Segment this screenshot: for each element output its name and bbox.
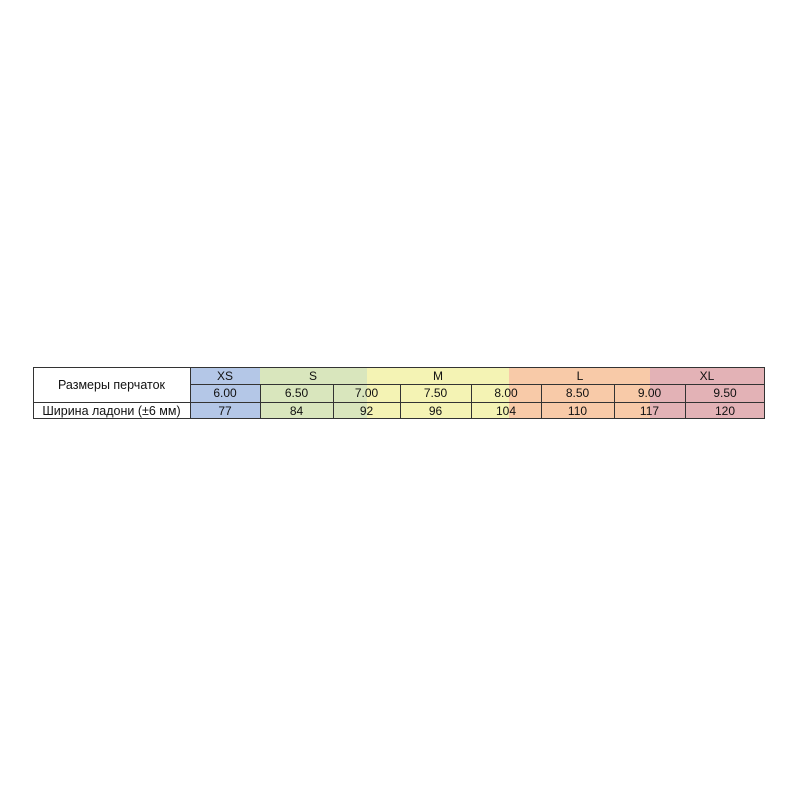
size-cell: 7.50 <box>423 385 448 400</box>
band-xl <box>650 367 765 419</box>
row-label-sizes: Размеры перчаток <box>57 377 165 392</box>
table-border <box>685 384 686 419</box>
size-cell: 8.50 <box>565 385 590 400</box>
palm-width-cell: 120 <box>714 403 736 418</box>
size-group-s: S <box>308 368 317 383</box>
palm-width-cell: 104 <box>495 403 517 418</box>
size-cell: 9.00 <box>637 385 662 400</box>
size-group-xl: XL <box>699 368 715 383</box>
table-border <box>33 367 765 368</box>
palm-width-cell: 117 <box>639 403 660 418</box>
size-cell: 9.50 <box>713 385 737 400</box>
size-cell: 6.50 <box>284 385 309 400</box>
band-m <box>367 367 509 419</box>
size-cell: 6.00 <box>213 385 237 400</box>
table-border <box>260 384 261 419</box>
size-group-l: L <box>576 368 584 383</box>
row-label-width: Ширина ладони (±6 мм) <box>42 403 181 418</box>
glove-size-table: Размеры перчаток Ширина ладони (±6 мм) X… <box>33 367 765 419</box>
table-border <box>33 418 765 419</box>
table-border <box>541 384 542 419</box>
size-group-m: M <box>433 368 443 383</box>
table-border <box>33 402 765 403</box>
band-l <box>509 367 650 419</box>
table-border <box>764 367 765 419</box>
table-border <box>471 384 472 419</box>
size-cell: 7.00 <box>354 385 379 400</box>
size-cell: 8.00 <box>494 385 518 400</box>
palm-width-cell: 110 <box>567 403 588 418</box>
table-border <box>333 384 334 419</box>
table-border <box>400 384 401 419</box>
band-xs <box>190 367 260 419</box>
palm-width-cell: 92 <box>359 403 374 418</box>
palm-width-cell: 77 <box>218 403 232 418</box>
table-border <box>33 367 34 419</box>
palm-width-cell: 84 <box>289 403 304 418</box>
table-border <box>190 367 191 419</box>
band-s <box>260 367 367 419</box>
palm-width-cell: 96 <box>428 403 443 418</box>
size-group-xs: XS <box>216 368 233 383</box>
table-border <box>614 384 615 419</box>
table-border <box>190 384 765 385</box>
